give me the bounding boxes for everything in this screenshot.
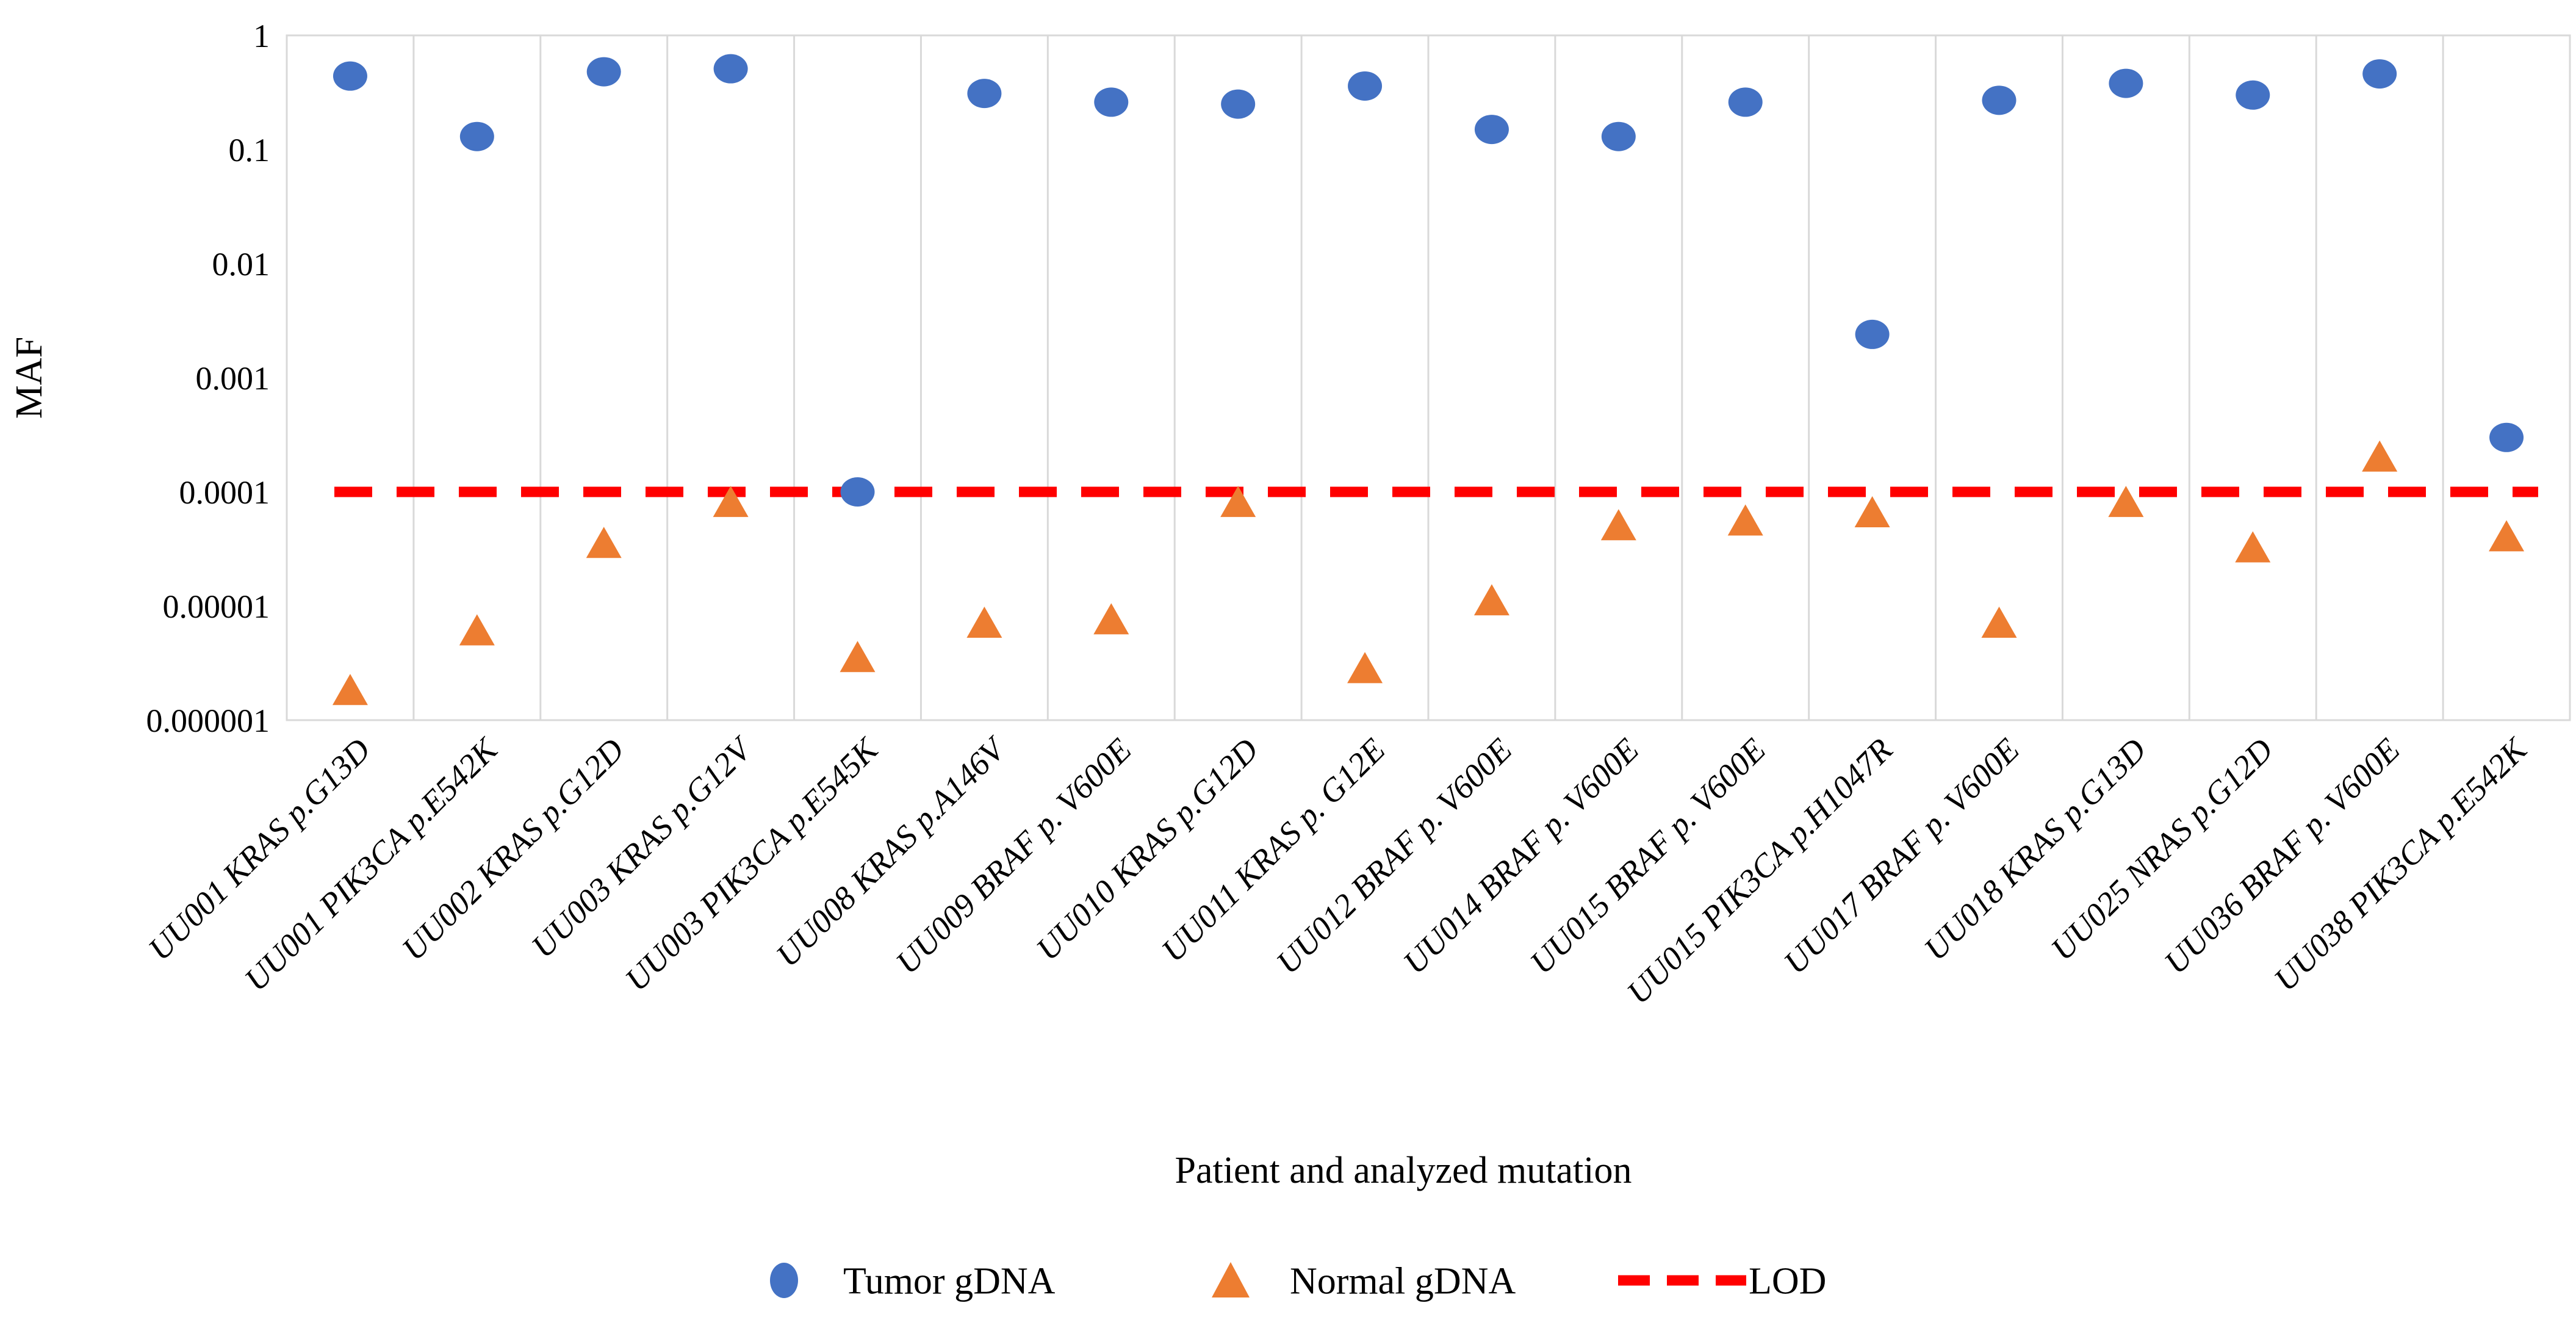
- x-axis-label: UU025 NRAS p.G12D: [2044, 731, 2280, 967]
- x-axis-label: UU015 PIK3CA p.H1047R: [1620, 731, 1900, 1011]
- normal-gdna-marker: [1981, 606, 2017, 638]
- y-axis-ticks: 1 0.1 0.01 0.001 0.0001 0.00001 0.000001: [146, 18, 270, 739]
- tumor-gdna-marker: [2109, 68, 2143, 98]
- normal-gdna-marker: [1220, 486, 1256, 518]
- x-axis-label: UU015 BRAF p. V600E: [1523, 731, 1772, 981]
- y-tick-label: 1: [253, 18, 270, 54]
- x-axis-label: UU001 PIK3CA p.E542K: [237, 730, 505, 998]
- tumor-gdna-marker: [967, 79, 1002, 109]
- tumor-gdna-marker: [1348, 71, 1383, 101]
- normal-gdna-marker: [459, 614, 495, 646]
- normal-gdna-marker: [966, 606, 1002, 638]
- normal-gdna-marker: [1727, 504, 1763, 536]
- tumor-gdna-marker: [1221, 89, 1256, 119]
- x-axis-label: UU036 BRAF p. V600E: [2157, 731, 2406, 981]
- normal-gdna-marker: [1347, 652, 1383, 684]
- normal-gdna-marker: [2108, 486, 2144, 518]
- normal-gdna-marker: [332, 674, 368, 706]
- x-axis-title: Patient and analyzed mutation: [1175, 1150, 1632, 1191]
- x-axis-label: UU014 BRAF p. V600E: [1396, 731, 1646, 981]
- normal-gdna-marker: [2489, 520, 2525, 552]
- legend-tumor-label: Tumor gDNA: [843, 1261, 1056, 1302]
- normal-gdna-marker: [1600, 509, 1636, 541]
- normal-gdna-marker: [713, 486, 749, 518]
- y-axis-title: MAF: [9, 337, 50, 419]
- normal-gdna-marker: [586, 527, 622, 558]
- y-tick-label: 0.000001: [146, 702, 270, 739]
- legend-tumor-marker-icon: [770, 1263, 798, 1298]
- y-tick-label: 0.01: [212, 246, 270, 283]
- x-axis-label: UU017 BRAF p. V600E: [1777, 731, 2026, 981]
- tumor-gdna-marker: [2489, 422, 2524, 452]
- normal-gdna-marker: [1093, 603, 1129, 635]
- x-axis-label: UU012 BRAF p. V600E: [1269, 731, 1519, 981]
- x-axis-label: UU003 PIK3CA p.E545K: [618, 730, 886, 998]
- tumor-gdna-marker: [1855, 319, 1890, 349]
- tumor-gdna-marker: [333, 61, 367, 91]
- y-tick-label: 0.1: [229, 132, 270, 168]
- normal-gdna-marker: [840, 641, 876, 673]
- tumor-gdna-marker: [713, 54, 748, 84]
- x-axis-label: UU011 KRAS p. G12E: [1154, 731, 1392, 969]
- tumor-gdna-marker: [840, 477, 875, 507]
- x-axis-label: UU018 KRAS p.G13D: [1917, 731, 2153, 967]
- x-axis-label: UU009 BRAF p. V600E: [888, 731, 1138, 981]
- y-tick-label: 0.001: [196, 360, 270, 397]
- legend: Tumor gDNA Normal gDNA LOD: [770, 1261, 1826, 1302]
- normal-gdna-marker: [1473, 584, 1509, 616]
- normal-gdna-marker: [2235, 531, 2271, 563]
- tumor-gdna-marker: [2362, 59, 2397, 89]
- tumor-gdna-marker: [1094, 87, 1129, 117]
- legend-normal-label: Normal gDNA: [1290, 1261, 1516, 1302]
- tumor-gdna-marker: [1728, 87, 1763, 117]
- tumor-gdna-marker: [1982, 85, 2017, 115]
- y-tick-label: 0.00001: [163, 588, 270, 625]
- normal-gdna-marker: [1854, 496, 1890, 527]
- tumor-gdna-marker: [586, 57, 621, 87]
- x-axis-label: UU003 KRAS p.G12V: [524, 729, 760, 965]
- tumor-gdna-marker: [459, 121, 494, 151]
- tumor-gdna-marker: [1474, 115, 1509, 145]
- x-axis-label: UU038 PIK3CA p.E542K: [2267, 730, 2535, 998]
- x-axis-label: UU010 KRAS p.G12D: [1029, 731, 1265, 967]
- x-axis-label: UU002 KRAS p.G12D: [395, 731, 631, 967]
- legend-normal-marker-icon: [1212, 1262, 1250, 1297]
- plot-border: [286, 34, 2571, 721]
- y-tick-label: 0.0001: [179, 474, 270, 511]
- gridlines-layer: [286, 34, 2571, 721]
- tumor-gdna-marker: [2236, 80, 2270, 110]
- data-markers-layer: [332, 54, 2525, 706]
- tumor-gdna-marker: [1601, 121, 1636, 151]
- normal-gdna-marker: [2362, 440, 2398, 472]
- x-axis-label: UU008 KRAS p.A146V: [769, 729, 1014, 974]
- legend-lod-label: LOD: [1749, 1261, 1826, 1302]
- x-axis-label: UU001 KRAS p.G13D: [141, 731, 377, 967]
